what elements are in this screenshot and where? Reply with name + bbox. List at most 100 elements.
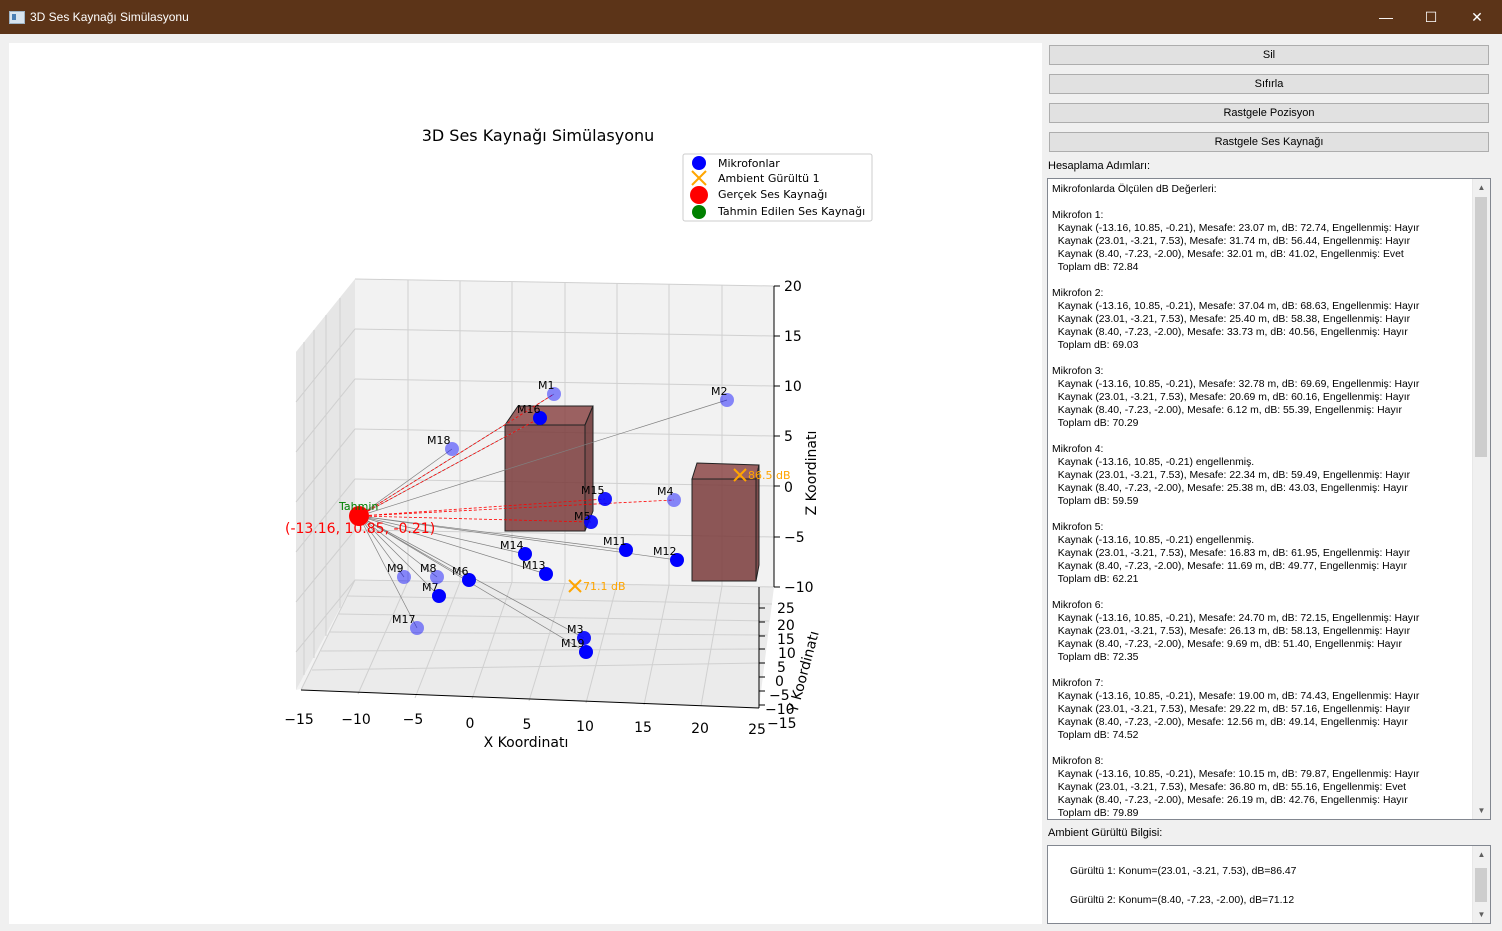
z-tick-label: 0 xyxy=(784,480,793,496)
x-tick-label: 20 xyxy=(691,721,709,737)
mic-label-m16: M16 xyxy=(517,403,541,416)
mic-label-m14: M14 xyxy=(500,539,524,552)
steps-scrollbar[interactable]: ▲ ▼ xyxy=(1472,179,1490,819)
ambient-label: Ambient Gürültü Bilgisi: xyxy=(1048,827,1163,839)
noise-label-1: 86.5 dB xyxy=(748,469,791,482)
mic-label-m15: M15 xyxy=(581,484,605,497)
app-icon xyxy=(9,11,25,24)
mic-label-m18: M18 xyxy=(427,434,451,447)
estimate-label: Tahmin xyxy=(338,500,378,513)
delete-button[interactable]: Sil xyxy=(1049,45,1489,65)
scroll-down-icon[interactable]: ▼ xyxy=(1477,806,1486,815)
x-tick-label: −5 xyxy=(403,712,424,728)
mic-marker-m19 xyxy=(579,645,593,659)
mic-label-m8: M8 xyxy=(420,562,437,575)
z-tick-label: 20 xyxy=(784,279,802,295)
noise-label-2: 71.1 dB xyxy=(583,580,626,593)
mic-label-m5: M5 xyxy=(574,510,591,523)
mic-marker-m16 xyxy=(533,411,547,425)
mic-marker-m5 xyxy=(584,515,598,529)
maximize-button[interactable]: ☐ xyxy=(1424,8,1438,25)
mic-label-m4: M4 xyxy=(657,485,674,498)
scroll-down-icon[interactable]: ▼ xyxy=(1477,910,1486,919)
y-tick-label: −15 xyxy=(767,716,797,732)
scroll-up-icon[interactable]: ▲ xyxy=(1477,850,1486,859)
close-button[interactable]: ✕ xyxy=(1471,8,1483,25)
scroll-up-icon[interactable]: ▲ xyxy=(1477,183,1486,192)
mic-label-m19: M19 xyxy=(561,637,585,650)
obstacle-box-2 xyxy=(691,462,760,582)
x-tick-label: 0 xyxy=(466,716,475,732)
x-tick-label: 25 xyxy=(748,722,766,738)
y-tick-label: 20 xyxy=(777,618,795,634)
legend-mic-marker xyxy=(692,156,706,170)
z-tick-label: 5 xyxy=(784,429,793,445)
mic-label-m7: M7 xyxy=(422,581,439,594)
x-tick-label: 15 xyxy=(634,720,652,736)
mic-marker-m8 xyxy=(430,570,444,584)
source-label: (-13.16, 10.85, -0.21) xyxy=(285,521,435,537)
mic-marker-m6 xyxy=(462,573,476,587)
x-tick-label: −10 xyxy=(341,712,371,728)
mic-marker-m15 xyxy=(598,492,612,506)
mic-marker-m18 xyxy=(445,442,459,456)
plot-canvas[interactable]: M1 M2 M3 M4 M5 M6 M7 M8 M9 M11 M12 M13 M14 M15 M16 M17 M… xyxy=(9,43,1042,924)
reset-button[interactable]: Sıfırla xyxy=(1049,74,1489,94)
random-position-button[interactable]: Rastgele Pozisyon xyxy=(1049,103,1489,123)
mic-label-m11: M11 xyxy=(603,535,627,548)
steps-textbox[interactable]: Mikrofonlarda Ölçülen dB Değerleri: Mikr… xyxy=(1047,178,1491,820)
z-tick-label: 15 xyxy=(784,329,802,345)
y-tick-label: 25 xyxy=(777,601,795,617)
3d-plot[interactable]: M1 M2 M3 M4 M5 M6 M7 M8 M9 M11 M12 M13 M14 M15 M16 M17 M… xyxy=(9,43,1042,924)
random-source-button[interactable]: Rastgele Ses Kaynağı xyxy=(1049,132,1489,152)
x-tick-label: −15 xyxy=(284,712,314,728)
mic-marker-m11 xyxy=(619,543,633,557)
mic-marker-m12 xyxy=(670,553,684,567)
scroll-thumb[interactable] xyxy=(1475,868,1487,902)
y-tick-label: −5 xyxy=(769,688,790,704)
floor-pane xyxy=(301,580,774,708)
x-tick-label: 10 xyxy=(576,719,594,735)
source-marker xyxy=(349,506,369,526)
z-tick-label: 10 xyxy=(784,379,802,395)
mic-label-m17: M17 xyxy=(392,613,416,626)
noise-marker-1 xyxy=(733,468,747,482)
noise-marker-2 xyxy=(568,579,582,593)
legend-mic-label: Mikrofonlar xyxy=(718,157,780,170)
steps-text: Mikrofonlarda Ölçülen dB Değerleri: Mikr… xyxy=(1052,184,1420,819)
y-tick-label: −10 xyxy=(765,702,795,718)
axis-ticks xyxy=(759,285,780,706)
mic-marker-m4 xyxy=(667,493,681,507)
legend-estimate-marker xyxy=(692,205,706,219)
steps-label: Hesaplama Adımları: xyxy=(1048,160,1151,172)
mic-marker-m14 xyxy=(518,547,532,561)
mic-label-m13: M13 xyxy=(522,559,546,572)
legend-source-label: Gerçek Ses Kaynağı xyxy=(718,188,827,201)
y-tick-label: 5 xyxy=(777,660,786,676)
mic-label-m12: M12 xyxy=(653,545,677,558)
legend-noise-label: Ambient Gürültü 1 xyxy=(718,172,820,185)
z-axis-label: Z Koordinatı xyxy=(804,431,820,516)
mic-marker-m17 xyxy=(410,621,424,635)
mic-marker-m3 xyxy=(577,631,591,645)
ambient-scrollbar[interactable]: ▲ ▼ xyxy=(1472,846,1490,923)
mic-label-m3: M3 xyxy=(567,623,584,636)
scroll-thumb[interactable] xyxy=(1475,197,1487,457)
minimize-button[interactable]: — xyxy=(1379,9,1393,25)
mic-marker-m9 xyxy=(397,570,411,584)
chart-title: 3D Ses Kaynağı Simülasyonu xyxy=(422,126,655,145)
mic-label-m6: M6 xyxy=(452,565,469,578)
z-tick-label: −10 xyxy=(784,580,814,596)
legend-estimate-label: Tahmin Edilen Ses Kaynağı xyxy=(717,205,865,218)
mic-marker-m1 xyxy=(547,387,561,401)
x-tick-label: 5 xyxy=(523,717,532,733)
legend: Mikrofonlar Ambient Gürültü 1 Gerçek Ses… xyxy=(682,153,873,222)
y-tick-label: 10 xyxy=(778,646,796,662)
ambient-textbox[interactable]: Gürültü 1: Konum=(23.01, -3.21, 7.53), d… xyxy=(1047,845,1491,924)
legend-noise-marker xyxy=(691,170,707,186)
x-axis-label: X Koordinatı xyxy=(484,735,569,751)
legend-source-marker xyxy=(690,186,708,204)
y-tick-label: 15 xyxy=(777,632,795,648)
mic-label-m9: M9 xyxy=(387,562,404,575)
y-tick-label: 0 xyxy=(775,674,784,690)
